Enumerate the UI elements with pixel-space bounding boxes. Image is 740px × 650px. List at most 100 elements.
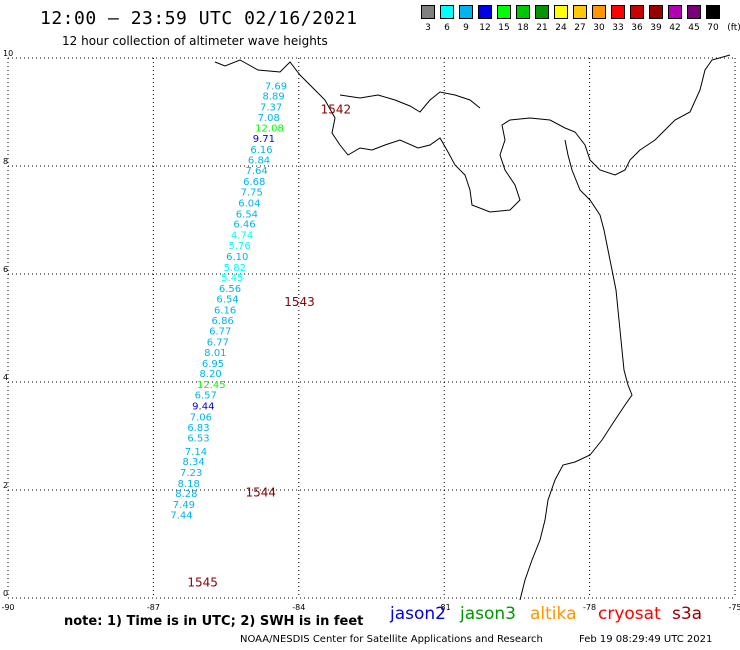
legend-label: 12 — [479, 23, 491, 33]
swh-label: 7.06 — [190, 412, 212, 423]
lon-tick-label: -84 — [292, 603, 305, 612]
swh-label: 8.01 — [204, 348, 226, 359]
lat-tick-label: 6 — [3, 265, 8, 274]
time-label: 1544 — [245, 485, 276, 499]
legend-swatch — [554, 5, 568, 19]
swh-label: 7.49 — [173, 500, 195, 511]
legend-label: 27 — [574, 23, 586, 33]
legend-label: 36 — [631, 23, 643, 33]
legend-swatch — [611, 5, 625, 19]
swh-label: 6.10 — [226, 252, 248, 263]
swh-label: 7.14 — [185, 447, 207, 458]
lat-lon-grid — [7, 57, 736, 599]
swh-label: 6.77 — [209, 326, 231, 337]
lat-tick-label: 8 — [3, 157, 8, 166]
swh-label: 8.34 — [182, 457, 204, 468]
swh-label: 6.46 — [233, 220, 255, 231]
legend-swatch — [687, 5, 701, 19]
satellite-name: jason2 — [390, 604, 446, 624]
legend-swatch — [668, 5, 682, 19]
legend-swatch — [516, 5, 530, 19]
time-labels: 1542 1543 1544 1545 — [187, 103, 351, 590]
swh-label: 6.77 — [207, 337, 229, 348]
page-title: 12:00 – 23:59 UTC 02/16/2021 — [40, 8, 358, 29]
swh-label: 6.16 — [250, 145, 272, 156]
footer-note: note: 1) Time is in UTC; 2) SWH is in fe… — [64, 614, 364, 629]
satellite-name: jason3 — [460, 604, 516, 624]
swh-label: 9.71 — [253, 134, 275, 145]
page-subtitle: 12 hour collection of altimeter wave hei… — [62, 34, 328, 48]
swh-label: 6.04 — [238, 199, 260, 210]
swh-label: 8.18 — [178, 479, 200, 490]
legend-swatch — [573, 5, 587, 19]
lon-tick-label: -81 — [438, 603, 451, 612]
legend-swatch — [630, 5, 644, 19]
legend-label: 30 — [593, 23, 605, 33]
legend-label: 33 — [612, 23, 624, 33]
swh-label: 5.76 — [229, 241, 251, 252]
swh-label: 4.74 — [231, 230, 253, 241]
swh-label: 7.75 — [241, 188, 263, 199]
legend-unit: (ft) — [727, 23, 740, 33]
legend-label: 18 — [517, 23, 529, 33]
swh-label: 6.54 — [236, 209, 258, 220]
swh-label: 6.95 — [202, 359, 224, 370]
swh-label: 6.68 — [243, 177, 265, 188]
lon-tick-label: -90 — [1, 603, 14, 612]
legend-label: 9 — [463, 23, 469, 33]
swh-label: 12.08 — [255, 123, 284, 134]
lon-tick-label: -87 — [147, 603, 160, 612]
legend-swatch — [592, 5, 606, 19]
swh-label: 7.37 — [260, 102, 282, 113]
time-label: 1543 — [284, 295, 315, 309]
satellite-name: altika — [530, 604, 577, 624]
swh-label: 8.89 — [262, 92, 284, 103]
axis-tick-labels: -90 -87 -84 -81 -78 -75 0 2 4 6 8 10 — [1, 49, 740, 612]
lat-tick-label: 4 — [3, 373, 8, 382]
time-label: 1542 — [321, 103, 352, 117]
swh-label: 6.84 — [248, 155, 270, 166]
coastline-colombia-pacific — [519, 139, 633, 601]
legend-label: 24 — [555, 23, 567, 33]
legend-label: 6 — [444, 23, 450, 33]
coastline — [214, 54, 731, 601]
swh-label: 12.45 — [197, 380, 226, 391]
swh-label: 7.23 — [180, 468, 202, 479]
legend-label: 21 — [536, 23, 548, 33]
swh-label: 8.28 — [175, 489, 197, 500]
legend-label: 3 — [425, 23, 431, 33]
legend-swatch — [706, 5, 720, 19]
legend-label: 42 — [669, 23, 681, 33]
legend-label: 15 — [498, 23, 510, 33]
legend-swatch — [478, 5, 492, 19]
satellite-name: cryosat — [598, 604, 661, 624]
time-label: 1545 — [187, 576, 218, 590]
lat-tick-label: 10 — [3, 49, 13, 58]
legend-swatch — [459, 5, 473, 19]
swh-label: 6.57 — [195, 391, 217, 402]
legend-swatch — [440, 5, 454, 19]
swh-label: 6.56 — [219, 284, 241, 295]
lon-tick-label: -78 — [583, 603, 596, 612]
swh-label: 6.54 — [216, 295, 238, 306]
swh-label: 6.83 — [187, 423, 209, 434]
legend-swatch — [421, 5, 435, 19]
satellite-name: s3a — [672, 604, 703, 624]
swh-label: 8.20 — [199, 369, 221, 380]
legend-swatch — [497, 5, 511, 19]
swh-label: 5.45 — [221, 273, 243, 284]
legend-label: 45 — [688, 23, 700, 33]
legend-label: 70 — [707, 23, 719, 33]
lat-tick-label: 0 — [3, 589, 8, 598]
swh-label: 9.44 — [192, 402, 214, 413]
swh-label: 7.64 — [245, 166, 267, 177]
lat-tick-label: 2 — [3, 481, 8, 490]
generated-timestamp: Feb 19 08:29:49 UTC 2021 — [579, 634, 713, 645]
swh-label: 6.86 — [212, 316, 234, 327]
swh-label: 6.53 — [187, 433, 209, 444]
observation-labels: 7.698.897.377.0812.089.716.166.847.646.6… — [170, 81, 287, 521]
credit-line: NOAA/NESDIS Center for Satellite Applica… — [240, 634, 543, 645]
swh-label: 6.16 — [214, 305, 236, 316]
lon-tick-label: -75 — [728, 603, 740, 612]
